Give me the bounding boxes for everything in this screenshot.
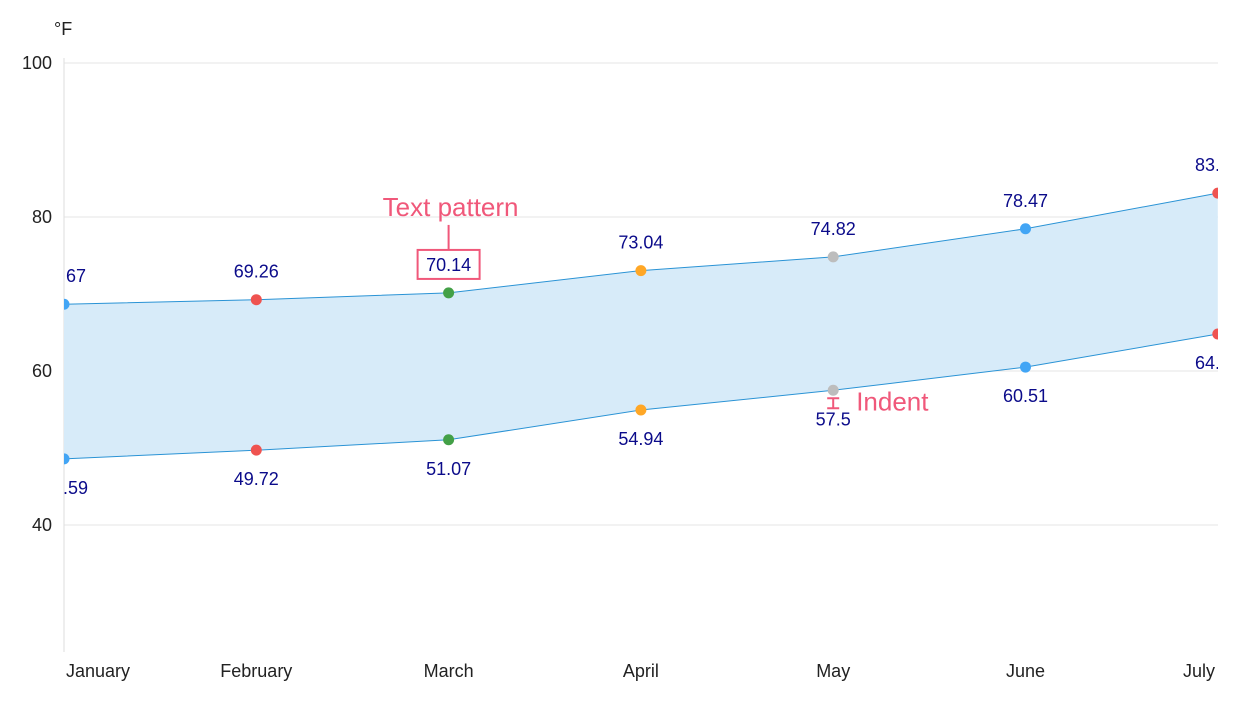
x-tick-label: January [66,661,130,681]
y-axis-unit: °F [54,19,72,39]
high-point [1020,223,1031,235]
high-data-label: 69.26 [234,262,279,282]
x-axis-ticks: January February March April May June July [66,661,1215,681]
low-point [250,444,262,456]
y-tick-label: 40 [32,515,52,535]
annotations: Text pattern Indent [383,192,930,416]
annotation-text-pattern: Text pattern [383,192,519,222]
y-axis-ticks: 40 60 80 100 [22,53,52,535]
high-point [635,265,647,277]
range-area-fill [64,193,1218,459]
x-tick-label: February [220,661,292,681]
high-point [64,298,70,310]
y-tick-label: 60 [32,361,52,381]
x-tick-label: June [1006,661,1045,681]
y-tick-label: 100 [22,53,52,73]
high-data-label: 83. [1195,155,1220,175]
high-data-label: 78.47 [1003,191,1048,211]
low-point [1212,328,1218,340]
high-data-label: 73.04 [618,233,663,253]
annotation-indent: Indent [856,386,929,416]
x-tick-label: July [1183,661,1215,681]
x-tick-label: March [424,661,474,681]
low-point [1020,361,1031,373]
low-point [64,453,70,465]
high-point [1212,187,1218,199]
high-point [250,294,262,306]
x-tick-label: May [816,661,850,681]
low-point [635,404,647,416]
high-data-label: 74.82 [811,219,856,239]
high-data-label: 70.14 [426,255,471,275]
data-points [64,187,1218,465]
y-tick-label: 80 [32,207,52,227]
high-data-label: 67 [66,266,86,286]
low-data-label: 49.72 [234,469,279,489]
x-tick-label: April [623,661,659,681]
plot-area [64,187,1218,465]
high-point [443,287,455,299]
low-point [443,434,455,446]
low-data-label: 57.5 [816,409,851,429]
data-labels: 67 69.26 70.14 73.04 74.82 78.47 83. .59 49.72 51… [63,155,1220,498]
low-data-label: .59 [63,478,88,498]
low-point [827,384,839,396]
low-data-label: 51.07 [426,459,471,479]
low-data-label: 60.51 [1003,386,1048,406]
low-data-label: 64. [1195,353,1220,373]
high-point [827,251,839,263]
low-data-label: 54.94 [618,429,663,449]
